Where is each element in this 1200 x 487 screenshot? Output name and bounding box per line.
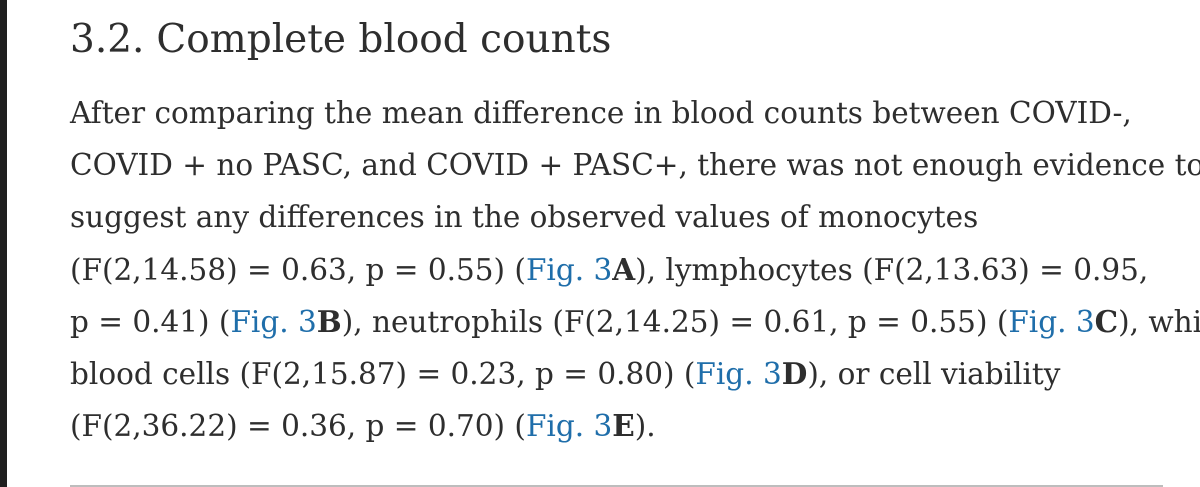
figure-panel-label: D [781,356,808,392]
paragraph-text: blood cells (F(2,15.87) = 0.23, p = 0.80… [70,357,696,392]
paragraph-line-2: COVID + no PASC, and COVID + PASC+, ther… [70,148,1200,183]
figure-panel-label: C [1094,303,1119,339]
figure-link-text: Fig. 3 [525,252,613,287]
paragraph-text: ), or cell viability [807,357,1061,392]
paragraph-text: ), white [1118,304,1200,339]
figure-link-text: Fig. 3 [230,304,317,339]
section-heading: 3.2. Complete blood counts [70,16,611,64]
results-paragraph: After comparing the mean difference in b… [70,87,1200,452]
figure-link-3d[interactable]: Fig. 3D [695,356,808,392]
paragraph-text: ), lymphocytes (F(2,13.63) = 0.95, [635,252,1149,287]
figure-link-3a[interactable]: Fig. 3A [525,251,636,287]
figure-link-3c[interactable]: Fig. 3C [1008,303,1119,339]
paragraph-text: (F(2,36.22) = 0.36, p = 0.70) ( [70,409,526,444]
figure-link-text: Fig. 3 [1008,304,1095,339]
paragraph-line-7: (F(2,36.22) = 0.36, p = 0.70) (Fig. 3E). [70,400,1160,452]
paragraph-text: ). [634,409,656,444]
paragraph-text: p = 0.41) ( [70,304,231,339]
paragraph-text: ), neutrophils (F(2,14.25) = 0.61, p = 0… [341,304,1009,339]
paragraph-line-5: p = 0.41) (Fig. 3B), neutrophils (F(2,14… [70,296,1200,348]
section-number: 3.2. [70,17,145,62]
paragraph-text: (F(2,14.58) = 0.63, p = 0.55) ( [70,252,526,287]
section-divider [70,485,1163,487]
paragraph-line-3: suggest any differences in the observed … [70,200,979,235]
section-title: Complete blood counts [156,17,612,62]
figure-link-text: Fig. 3 [695,357,782,392]
figure-panel-label: B [316,303,342,339]
figure-link-3e[interactable]: Fig. 3E [525,408,635,444]
left-edge-bar [0,0,7,487]
figure-panel-label: A [612,251,636,287]
figure-link-3b[interactable]: Fig. 3B [230,303,342,339]
figure-panel-label: E [612,408,635,444]
paragraph-line-1: After comparing the mean difference in b… [70,96,1132,130]
figure-link-text: Fig. 3 [525,409,613,444]
paragraph-line-4: (F(2,14.58) = 0.63, p = 0.55) (Fig. 3A),… [70,244,1160,296]
paragraph-line-6: blood cells (F(2,15.87) = 0.23, p = 0.80… [70,348,1160,400]
